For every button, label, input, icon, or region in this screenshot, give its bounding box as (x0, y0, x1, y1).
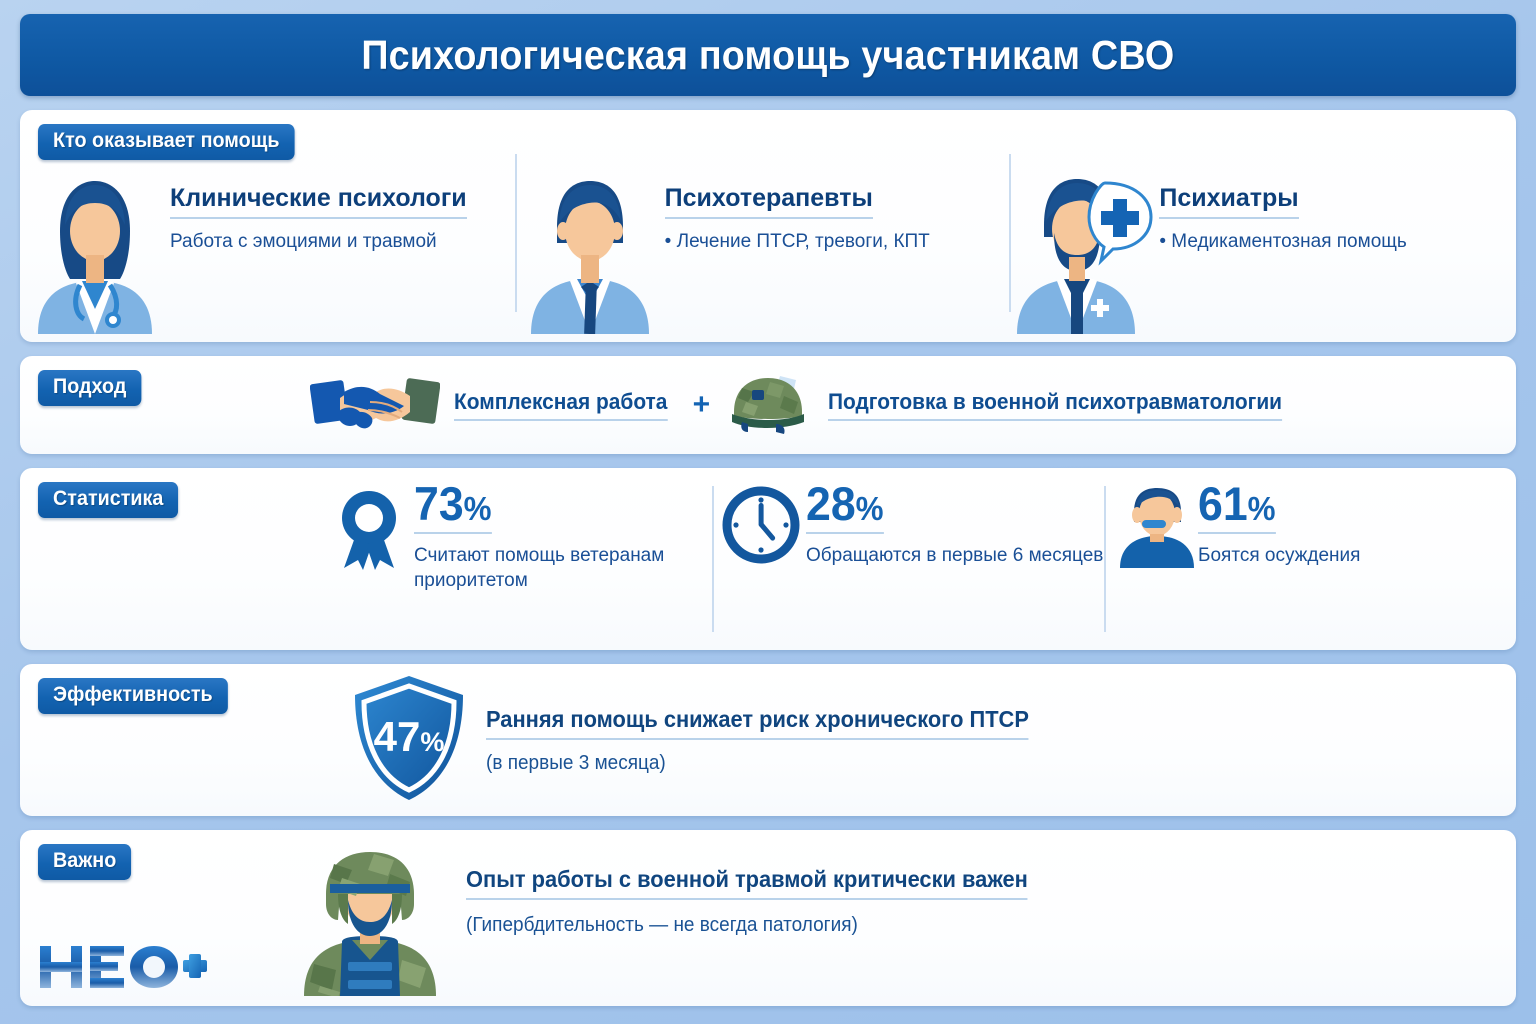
effectiveness-note: (в первые 3 месяца) (486, 751, 666, 774)
provider-psychiatrist: Психиатры • Медикаментозная помощь (1009, 150, 1504, 334)
page-header: Психологическая помощь участникам СВО (20, 14, 1516, 96)
stat-value: 61% (1198, 480, 1276, 534)
section-effectiveness: Эффективность 47% Ранняя помо (20, 664, 1516, 816)
section-approach: Подход Комплексная работа + (20, 356, 1516, 454)
provider-desc: • Медикаментозная помощь (1159, 231, 1407, 252)
logo-text: НЕО+ (38, 940, 41, 941)
effectiveness-text: Ранняя помощь снижает риск хронического … (486, 706, 1057, 775)
female-psychologist-icon (20, 169, 170, 334)
provider-text: Психиатры • Медикаментозная помощь (1159, 158, 1407, 254)
stat-priority: 73% Считают помощь ветеранам приоритетом (320, 480, 712, 638)
soldier-icon (290, 844, 450, 1001)
male-therapist-icon (515, 169, 665, 335)
provider-text: Клинические психологи Работа с эмоциями … (170, 158, 467, 254)
section-badge-important: Важно (38, 844, 132, 880)
stat-fear-of-judgement: 61% Боятся осуждения (1104, 480, 1496, 638)
section-badge-effectiveness: Эффективность (38, 678, 228, 714)
important-note: (Гипербдительность — не всегда патология… (466, 914, 858, 936)
approach-left-label: Комплексная работа (454, 389, 668, 421)
plus-sign: + (692, 388, 711, 421)
effectiveness-title: Ранняя помощь снижает риск хронического … (486, 706, 1029, 740)
section-important: Важно (20, 830, 1516, 1006)
person-mask-icon (1114, 486, 1194, 568)
stat-first-six-months: 28% Обращаются в первые 6 месяцев (712, 480, 1104, 638)
stat-value: 28% (806, 480, 884, 534)
provider-title: Психиатры (1159, 184, 1299, 219)
important-row: Опыт работы с военной травмой критически… (290, 836, 1496, 1006)
section-statistics: Статистика 73% Считают помощь ветеранам … (20, 468, 1516, 650)
stat-text: 61% Боятся осуждения (1192, 480, 1361, 568)
stat-caption: Боятся осуждения (1198, 544, 1361, 566)
award-ribbon-icon (330, 486, 408, 570)
provider-title: Клинические психологи (170, 184, 467, 219)
bearded-psychiatrist-icon (1009, 169, 1159, 334)
providers-row: Клинические психологи Работа с эмоциями … (20, 150, 1504, 335)
shield-value: 47% (374, 713, 445, 760)
important-title: Опыт работы с военной травмой критически… (466, 866, 1028, 900)
shield-icon: 47% (350, 673, 468, 808)
stat-caption: Обращаются в первые 6 месяцев (806, 544, 1104, 566)
important-text: Опыт работы с военной травмой критически… (466, 844, 1057, 937)
military-helmet-icon (724, 372, 814, 439)
statistics-row: 73% Считают помощь ветеранам приоритетом (320, 480, 1496, 638)
provider-title: Психотерапевты (664, 184, 873, 219)
handshake-icon (309, 368, 441, 443)
approach-right-label: Подготовка в военной психотравматологии (828, 389, 1283, 421)
provider-clinical-psychologist: Клинические психологи Работа с эмоциями … (20, 150, 515, 334)
section-badge-approach: Подход (38, 370, 142, 406)
page-title: Психологическая помощь участникам СВО (361, 31, 1175, 78)
effectiveness-row: 47% Ранняя помощь снижает риск хроническ… (350, 664, 1496, 816)
brand-logo: НЕО+ (38, 940, 208, 992)
provider-desc: • Лечение ПТСР, тревоги, КПТ (664, 231, 930, 252)
approach-row: Комплексная работа + Подготовка в военно… (309, 356, 1496, 454)
clock-icon (722, 486, 800, 564)
provider-psychotherapist: Психотерапевты • Лечение ПТСР, тревоги, … (514, 150, 1010, 335)
stat-value: 73% (414, 480, 492, 534)
stat-text: 28% Обращаются в первые 6 месяцев (800, 480, 1104, 568)
stat-caption: Считают помощь ветеранам приоритетом (414, 544, 665, 592)
provider-text: Психотерапевты • Лечение ПТСР, тревоги, … (664, 158, 930, 254)
section-badge-providers: Кто оказывает помощь (38, 124, 295, 160)
section-badge-statistics: Статистика (38, 482, 179, 518)
stat-text: 73% Считают помощь ветеранам приоритетом (408, 480, 712, 594)
section-providers: Кто оказывает помощь (20, 110, 1516, 342)
provider-desc: Работа с эмоциями и травмой (170, 231, 437, 252)
